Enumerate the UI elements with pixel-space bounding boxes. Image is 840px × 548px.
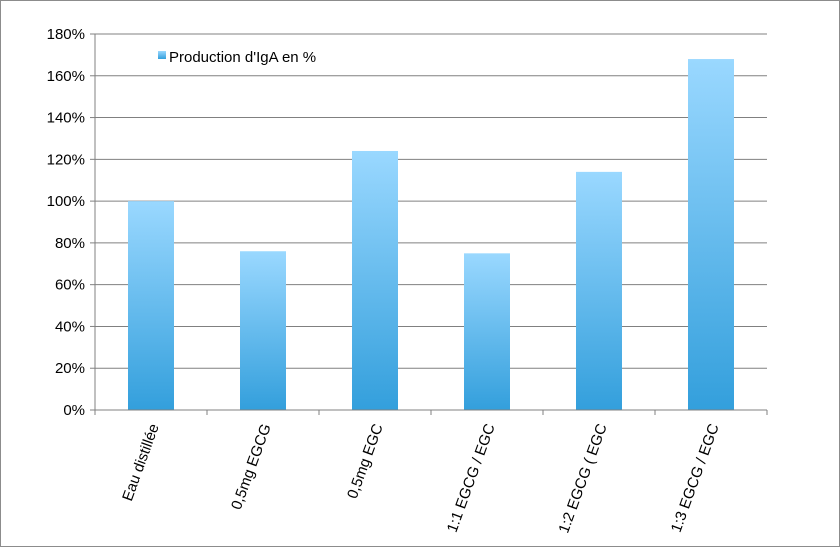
y-tick-label: 160% — [47, 68, 85, 85]
axes — [94, 34, 767, 411]
bars — [128, 59, 734, 411]
y-tick-label: 20% — [55, 360, 85, 377]
x-tick-label: Eau distillée — [119, 422, 163, 504]
bar — [240, 251, 286, 410]
y-tick-label: 80% — [55, 235, 85, 252]
y-tick-label: 100% — [47, 193, 85, 210]
x-tick-label: 1:1 EGCG / EGC — [444, 421, 499, 534]
bar — [576, 171, 622, 410]
bar — [352, 150, 398, 410]
y-tick-label: 0% — [63, 402, 85, 419]
y-tick-labels: 0% 20% 40% 60% 80% 100% 120% 140% 160% 180% — [47, 26, 95, 419]
y-tick-label: 40% — [55, 318, 85, 335]
y-tick-label: 180% — [47, 26, 85, 43]
legend: Production d'IgA en % — [158, 49, 316, 66]
legend-swatch — [158, 51, 166, 59]
x-tick-label: 1:2 EGCG ( EGC — [555, 421, 610, 535]
y-tick-label: 60% — [55, 277, 85, 294]
x-tick-label: 1:3 EGCG / EGC — [668, 421, 723, 534]
y-tick-label: 140% — [47, 110, 85, 127]
legend-label: Production d'IgA en % — [169, 49, 316, 66]
x-tick-labels: Eau distillée 0,5mg EGCG 0,5mg EGC 1:1 EGCG… — [94, 410, 768, 535]
y-tick-label: 120% — [47, 151, 85, 168]
x-tick-label: 0,5mg EGC — [344, 421, 387, 501]
bar — [688, 59, 734, 411]
grid-lines — [95, 33, 767, 369]
x-tick-label: 0,5mg EGCG — [228, 422, 275, 512]
bar — [464, 253, 510, 410]
bar — [128, 201, 174, 410]
